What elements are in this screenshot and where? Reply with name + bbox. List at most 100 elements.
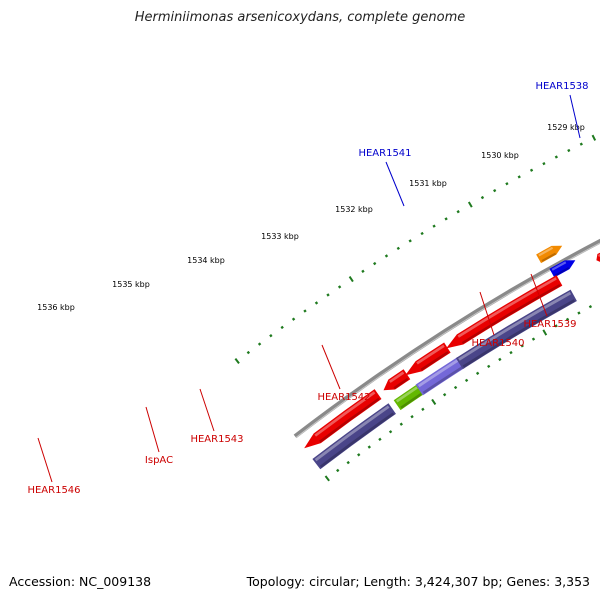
- gene-hear1543-body: [415, 357, 465, 396]
- major-tick: [324, 475, 330, 482]
- gene-hear1542-body: [455, 289, 577, 370]
- minor-tick: [480, 195, 485, 200]
- minor-tick: [529, 168, 534, 172]
- minor-tick: [565, 317, 570, 322]
- gene-red-2-shadow: [393, 377, 409, 390]
- gene-red-4-highlight: [457, 277, 557, 338]
- minor-tick: [577, 311, 581, 315]
- minor-tick: [399, 422, 403, 426]
- gene-hear1542[interactable]: [455, 289, 577, 370]
- minor-tick: [373, 261, 377, 266]
- genome-backbone-highlight: [295, 242, 600, 438]
- gene-hear1541-orange-body: [536, 245, 563, 264]
- gene-hear1541-blue[interactable]: [549, 260, 576, 278]
- tick-label: 1536 kbp: [37, 303, 75, 312]
- gene-label-leader: [321, 344, 341, 390]
- minor-tick: [475, 371, 480, 375]
- minor-tick: [361, 269, 365, 273]
- minor-tick: [444, 217, 448, 221]
- minor-tick: [337, 285, 342, 289]
- gene-label-leader: [479, 291, 495, 336]
- gene-red-4-body: [446, 275, 563, 349]
- gene-label[interactable]: HEAR1539: [523, 319, 576, 330]
- gene-hear1540-body: [596, 252, 600, 262]
- gene-lspac-highlight: [395, 386, 418, 403]
- gene-hear1546[interactable]: [312, 403, 396, 470]
- gene-hear1546-shadow: [319, 412, 395, 468]
- genome-summary-label: Topology: circular; Length: 3,424,307 bp…: [246, 574, 590, 589]
- minor-tick: [567, 148, 571, 153]
- gene-label[interactable]: HEAR1541: [358, 148, 411, 159]
- minor-tick: [432, 224, 436, 228]
- minor-tick: [588, 305, 593, 309]
- gene-label[interactable]: HEAR1546: [27, 485, 80, 496]
- major-tick: [467, 201, 473, 208]
- tick-label: 1533 kbp: [261, 232, 299, 241]
- gene-hear1541-blue-body: [549, 260, 576, 278]
- major-tick: [348, 276, 354, 283]
- minor-tick: [520, 344, 524, 348]
- minor-tick: [269, 334, 273, 338]
- minor-tick: [498, 357, 502, 362]
- gene-label-leader: [145, 406, 160, 453]
- gene-hear1541-orange-shadow: [541, 252, 557, 262]
- inner-tick-ring: [324, 305, 593, 482]
- gene-red-1-highlight: [314, 391, 376, 437]
- gene-red-3-highlight: [416, 344, 445, 365]
- gene-label[interactable]: HEAR1543: [190, 434, 243, 445]
- gene-red-3-body: [405, 342, 451, 376]
- gene-label-leader: [385, 161, 405, 207]
- gene-red-2-highlight: [389, 371, 405, 383]
- gene-hear1542-highlight: [458, 291, 572, 361]
- minor-tick: [357, 453, 361, 457]
- gene-red-1-shadow: [319, 397, 380, 443]
- minor-tick: [554, 155, 558, 159]
- gene-label-leader: [199, 388, 215, 432]
- minor-tick: [367, 445, 371, 449]
- minor-tick: [420, 231, 424, 236]
- gene-red-4[interactable]: [446, 275, 563, 349]
- gene-lspac[interactable]: [393, 384, 424, 411]
- gene-lspac-body: [393, 384, 424, 411]
- gene-red-2[interactable]: [383, 369, 411, 391]
- gene-hear1541-blue-highlight: [551, 261, 567, 271]
- minor-tick: [517, 175, 521, 179]
- gene-label-leader: [530, 273, 548, 317]
- gene-red-4-shadow: [461, 284, 561, 345]
- minor-tick: [505, 182, 509, 186]
- gene-lspac-shadow: [400, 392, 422, 409]
- minor-tick: [456, 210, 460, 214]
- gene-hear1541-orange-highlight: [538, 246, 554, 257]
- gene-hear1546-body: [312, 403, 396, 470]
- minor-tick: [408, 239, 412, 243]
- minor-tick: [421, 407, 425, 411]
- minor-tick: [257, 342, 262, 346]
- gene-red-1[interactable]: [304, 389, 382, 449]
- gene-label[interactable]: HEAR1540: [471, 338, 524, 349]
- minor-tick: [291, 317, 296, 321]
- minor-tick: [326, 293, 330, 297]
- gene-hear1541-orange[interactable]: [536, 245, 563, 264]
- gene-red-3[interactable]: [405, 342, 451, 376]
- gene-red-3-shadow: [420, 351, 449, 371]
- gene-label[interactable]: IspAC: [145, 455, 173, 466]
- gene-label[interactable]: HEAR1538: [535, 81, 588, 92]
- gene-red-1-body: [304, 389, 382, 449]
- gene-hear1540[interactable]: [596, 251, 600, 263]
- gene-red-2-body: [383, 369, 411, 391]
- minor-tick: [442, 393, 447, 397]
- minor-tick: [303, 309, 307, 313]
- minor-tick: [314, 301, 319, 305]
- accession-label: Accession: NC_009138: [9, 574, 152, 589]
- tick-label: 1534 kbp: [187, 256, 225, 265]
- gene-hear1541-blue-shadow: [554, 266, 570, 277]
- minor-tick: [280, 325, 284, 330]
- gene-label[interactable]: HEAR1542: [317, 392, 370, 403]
- minor-tick: [531, 337, 536, 341]
- tick-label: 1529 kbp: [547, 123, 585, 132]
- gene-hear1540-highlight: [597, 253, 600, 257]
- tick-label: 1535 kbp: [112, 280, 150, 289]
- minor-tick: [384, 254, 389, 258]
- tick-label: 1530 kbp: [481, 151, 519, 160]
